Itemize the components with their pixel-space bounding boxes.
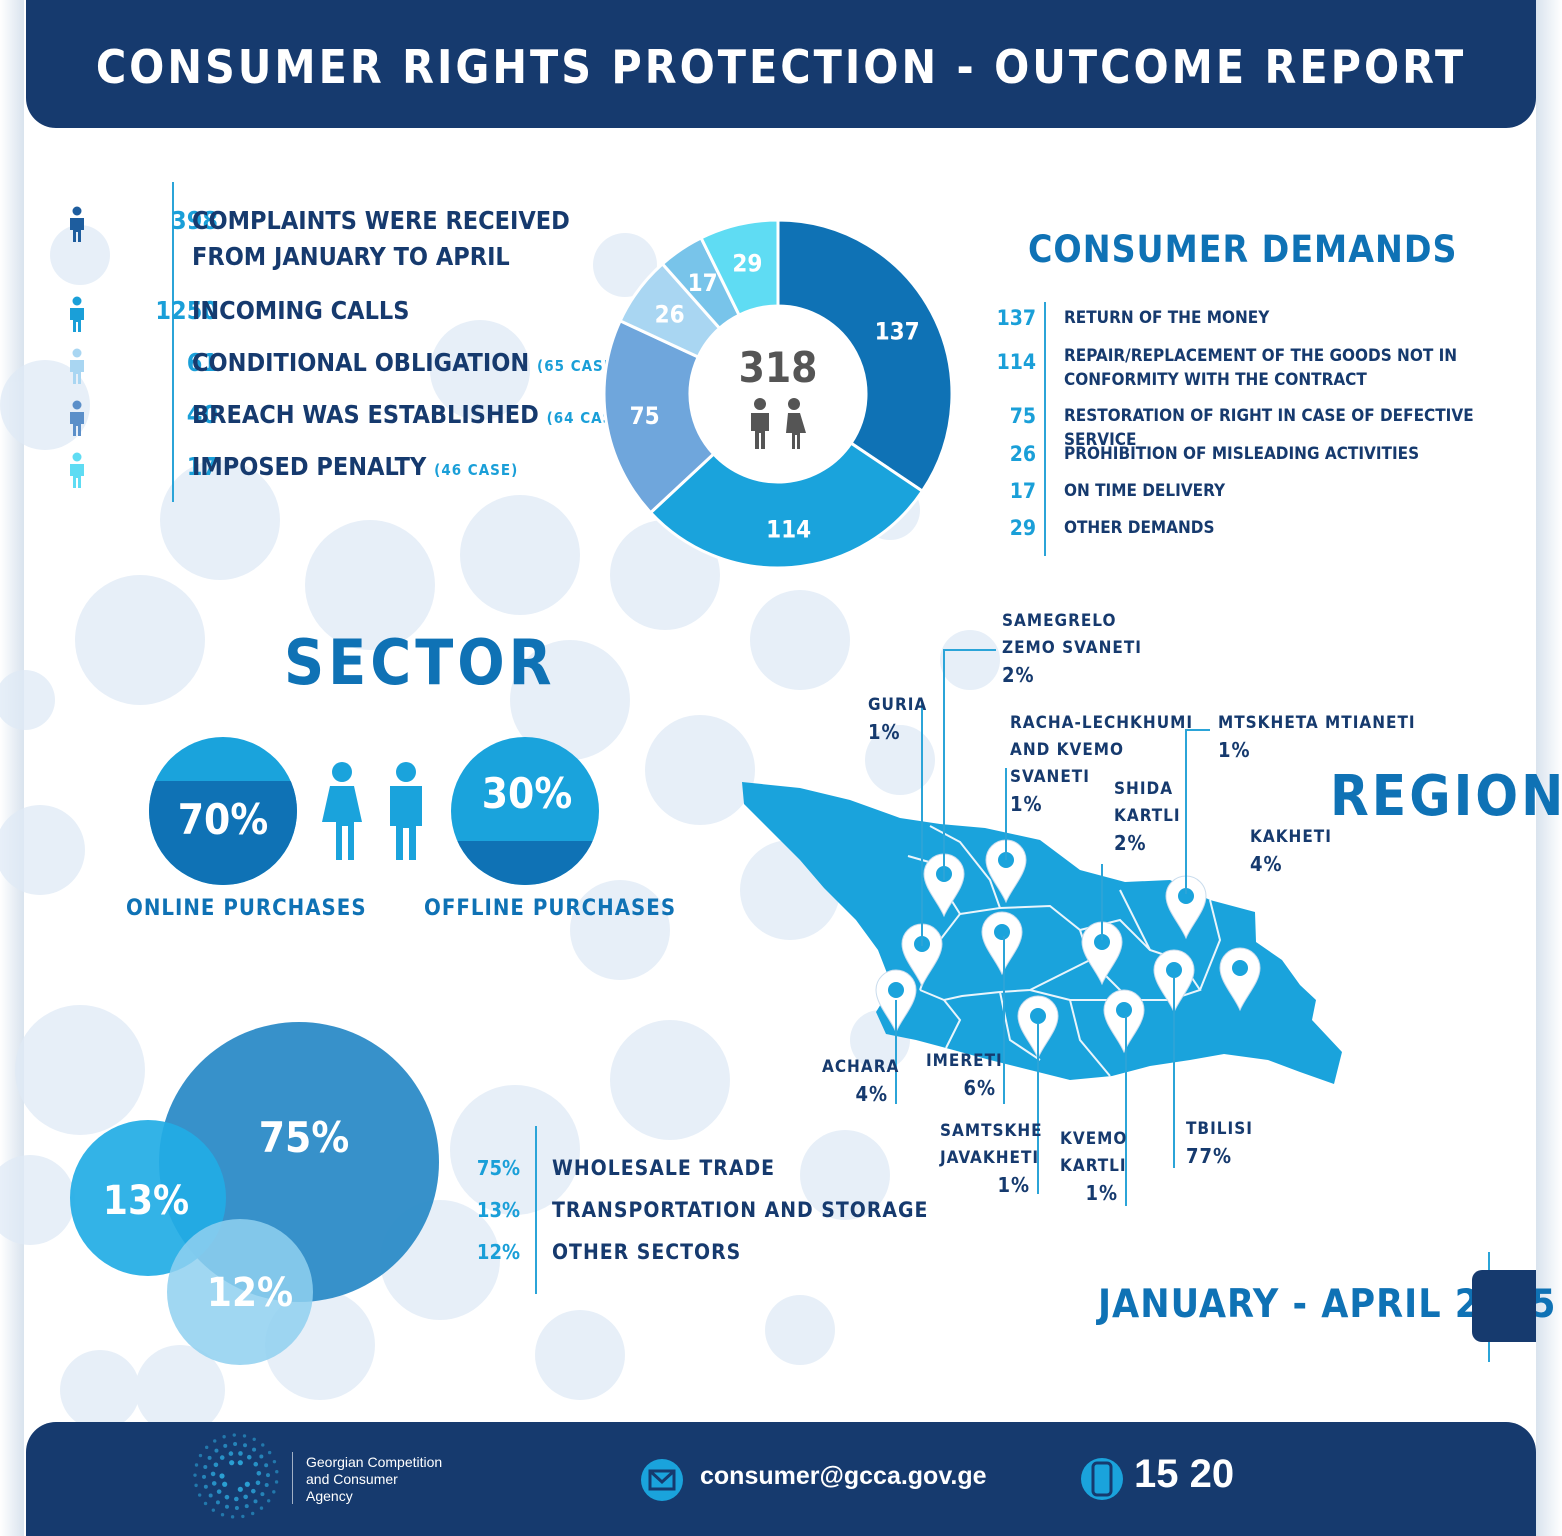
offline-purchases-circle: 30% <box>451 737 599 885</box>
donut-slice-label: 17 <box>688 269 718 297</box>
sector-bubbles-chart: 75% 13% 12% <box>70 1022 439 1365</box>
stat-label: IMPOSED PENALTY (46 CASE) <box>192 452 519 481</box>
stat-label: COMPLAINTS WERE RECEIVED FROM JANUARY TO … <box>192 206 570 271</box>
person-icon <box>70 348 84 384</box>
region-label-imereti: IMERETI 6% <box>926 1051 1003 1100</box>
demands-title: CONSUMER DEMANDS <box>1028 228 1458 271</box>
offline-purchases-label: OFFLINE PURCHASES <box>424 896 677 921</box>
online-purchases-circle: 70% <box>149 737 297 885</box>
offline-pct: 30% <box>482 769 572 818</box>
region-label-shida: SHIDA KARTLI 2% <box>1114 779 1181 855</box>
person-icon <box>70 452 84 488</box>
donut-center-value: 318 <box>739 343 818 392</box>
person-icon <box>70 296 84 332</box>
donut-hole <box>690 306 866 482</box>
region-title: REGION <box>1330 764 1562 829</box>
region-label-achara: ACHARA 4% <box>822 1057 900 1106</box>
region-label-samtskhe: SAMTSKHE JAVAKHETI 1% <box>940 1121 1043 1197</box>
region-label-racha: RACHA-LECHKHUMI AND KVEMO SVANETI 1% <box>1010 713 1194 816</box>
phone-icon <box>1081 1458 1123 1500</box>
agency-name: Georgian Competition and Consumer Agency <box>306 1454 443 1504</box>
region-label-kvemo: KVEMO KARTLI 1% <box>1060 1129 1128 1205</box>
sector-title: SECTOR <box>284 626 556 699</box>
person-icon <box>70 400 84 436</box>
contact-email-link[interactable]: consumer@gcca.gov.ge <box>700 1462 987 1490</box>
donut-slice-label: 137 <box>875 318 920 346</box>
header-bar: CONSUMER RIGHTS PROTECTION - OUTCOME REP… <box>26 0 1536 128</box>
stat-value: 398 <box>171 206 218 235</box>
region-label-samegrelo: SAMEGRELO ZEMO SVANETI 2% <box>1002 611 1142 687</box>
stat-value: 17 <box>186 452 218 481</box>
stat-label: INCOMING CALLS <box>192 296 410 325</box>
bubble-other <box>167 1219 313 1365</box>
page-title: CONSUMER RIGHTS PROTECTION - OUTCOME REP… <box>95 40 1467 94</box>
online-pct: 70% <box>178 795 268 844</box>
region-label-tbilisi: TBILISI 77% <box>1186 1119 1253 1168</box>
region-label-mtskheta: MTSKHETA MTIANETI 1% <box>1218 713 1416 762</box>
logo-dots-icon <box>193 1433 279 1519</box>
stat-value: 1250 <box>155 296 218 325</box>
region-label-guria: GURIA 1% <box>868 695 928 744</box>
stats-divider <box>172 182 174 502</box>
stat-value: 40 <box>186 400 218 429</box>
person-icon <box>70 206 84 242</box>
footer-divider <box>292 1452 293 1504</box>
donut-slice-label: 75 <box>630 402 660 430</box>
bubble-label: 13% <box>103 1178 189 1224</box>
bubble-label: 75% <box>259 1113 349 1162</box>
envelope-icon <box>641 1459 683 1501</box>
sector-divider <box>535 1126 537 1294</box>
online-purchases-label: ONLINE PURCHASES <box>126 896 367 921</box>
footer-bar <box>26 1422 1536 1536</box>
hotline-number: 15 20 <box>1134 1452 1235 1496</box>
donut-slice <box>776 218 954 494</box>
donut-slice-label: 114 <box>766 516 811 544</box>
left-edge-shadow <box>0 0 24 1536</box>
demands-divider <box>1044 302 1046 556</box>
stat-label: CONDITIONAL OBLIGATION (65 CASE) <box>192 348 622 377</box>
woman-man-icon <box>322 762 422 860</box>
period-tab <box>1472 1270 1536 1342</box>
bubble-transport <box>70 1120 226 1276</box>
right-edge-shadow <box>1536 0 1562 1536</box>
stat-label: BREACH WAS ESTABLISHED (64 CASE) <box>192 400 631 429</box>
stat-value: 61 <box>186 348 218 377</box>
region-label-kakheti: KAKHETI 4% <box>1250 827 1332 876</box>
donut-slice-label: 26 <box>655 300 685 328</box>
bubble-label: 12% <box>207 1270 293 1316</box>
donut-slice-label: 29 <box>732 250 762 278</box>
couple-icon <box>751 398 806 449</box>
